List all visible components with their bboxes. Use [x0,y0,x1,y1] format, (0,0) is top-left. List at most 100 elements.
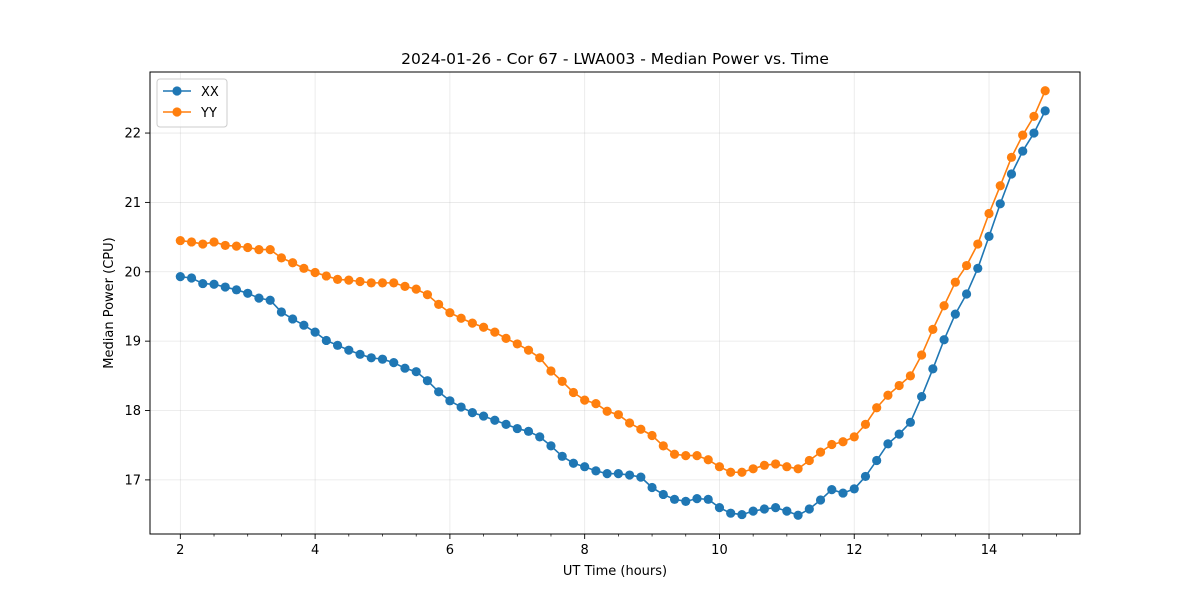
data-point-yy [355,276,365,287]
data-point-xx [928,364,938,374]
data-point-yy [748,464,758,474]
data-point-xx [231,285,242,295]
data-point-xx [501,419,511,429]
data-point-yy [984,208,994,219]
data-point-xx [467,408,477,418]
data-point-yy [928,324,938,334]
data-point-yy [535,353,545,363]
data-point-yy [580,395,590,405]
data-point-yy [557,376,567,386]
data-point-xx [973,263,983,273]
data-point-xx [714,503,725,513]
y-axis: 17 18 19 20 21 22 [124,127,150,488]
data-point-yy [344,275,354,285]
data-point-yy [681,451,691,461]
data-point-xx [332,340,343,350]
data-point-yy [804,455,814,466]
data-point-xx [636,472,646,482]
x-tick-label: 2 [176,543,184,558]
data-point-yy [647,430,657,441]
data-point-yy [389,278,399,288]
legend: XX YY [156,78,228,128]
data-point-xx [276,307,287,317]
y-tick-label: 22 [124,127,141,142]
data-point-xx [445,396,455,406]
data-point-xx [490,415,500,425]
data-point-xx [422,376,433,386]
data-point-yy [546,366,556,376]
data-point-yy [995,181,1005,191]
data-point-yy [894,380,904,391]
data-point-yy [209,237,219,247]
y-axis-label: Median Power (CPU) [102,237,117,368]
data-point-yy [512,339,522,349]
data-point-yy [658,441,668,451]
data-point-yy [1029,111,1039,121]
data-point-yy [827,439,837,450]
x-axis: 2 4 6 8 10 12 14 [176,534,1057,558]
data-point-yy [602,406,612,416]
data-point-xx [175,272,185,282]
data-point-yy [849,432,859,442]
data-point-xx [1029,128,1039,138]
data-point-yy [276,253,287,263]
legend-marker-yy [172,107,182,117]
data-point-xx [669,494,680,504]
data-point-yy [310,267,320,278]
series-layer [175,86,1050,520]
data-point-yy [726,467,736,477]
data-point-yy [950,277,960,287]
data-point-xx [827,485,837,495]
data-point-xx [804,504,814,514]
data-point-yy [883,390,893,400]
data-point-yy [591,398,601,409]
data-point-xx [905,417,916,427]
data-point-xx [782,506,792,516]
data-point-xx [186,273,197,283]
data-point-yy [917,350,927,360]
data-point-yy [523,345,534,355]
data-point-yy [400,281,410,291]
data-point-xx [389,358,399,368]
data-point-xx [995,199,1005,209]
data-point-xx [568,458,579,468]
data-point-xx [647,482,657,493]
x-tick-label: 10 [711,543,728,558]
data-point-xx [759,504,769,514]
data-point-xx [860,471,871,482]
data-point-yy [445,308,455,318]
data-point-xx [220,282,230,292]
data-point-yy [759,460,769,470]
data-point-yy [299,263,309,273]
data-point-yy [321,271,331,281]
data-point-yy [332,274,343,285]
data-point-xx [355,349,365,359]
x-tick-label: 12 [846,543,863,558]
legend-label-xx: XX [201,85,219,100]
data-point-yy [501,333,511,343]
data-point-yy [456,313,466,323]
y-tick-label: 21 [124,196,141,211]
y-tick-label: 17 [124,473,141,488]
data-point-xx [321,335,331,346]
plot-area [150,72,1080,534]
data-point-xx [523,426,534,436]
data-point-yy [1040,86,1050,96]
data-point-yy [905,371,916,381]
data-point-xx [793,510,803,520]
data-point-yy [714,462,725,472]
data-point-xx [478,411,489,421]
data-point-xx [366,353,376,363]
data-point-xx [961,289,972,299]
chart-title: 2024-01-26 - Cor 67 - LWA003 - Median Po… [401,50,829,68]
data-point-xx [512,423,522,434]
data-point-xx [815,495,826,505]
data-point-xx [265,295,275,305]
data-point-yy [186,237,197,247]
data-point-yy [669,449,680,459]
data-point-yy [860,419,871,429]
data-point-xx [726,508,736,518]
data-point-xx [344,345,354,355]
data-point-yy [377,278,388,288]
